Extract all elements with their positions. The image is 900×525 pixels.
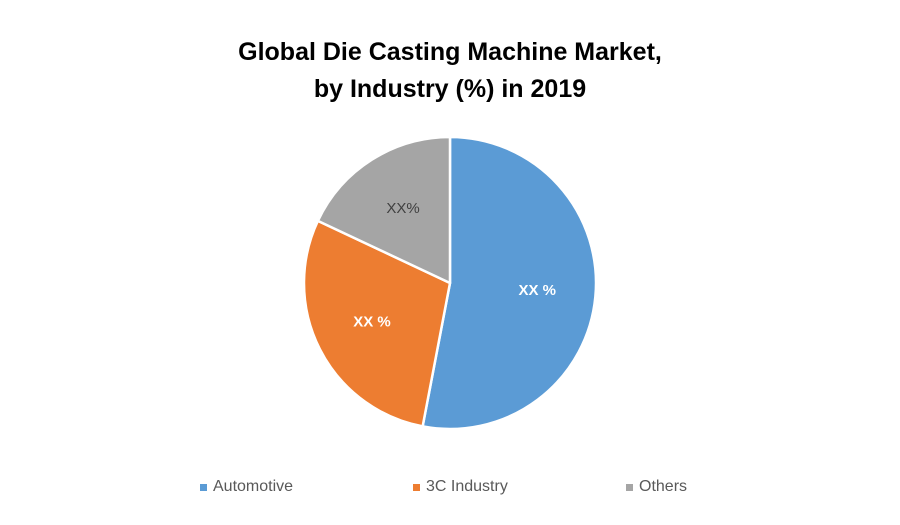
legend-label-3c-industry: 3C Industry xyxy=(426,478,508,495)
legend-item-others: Others xyxy=(626,478,687,496)
pie-slice-others xyxy=(316,135,452,285)
chart-title-line-1: Global Die Casting Machine Market, xyxy=(238,38,662,66)
data-label-automotive: XX % xyxy=(518,282,556,299)
legend: Automotive 3C Industry Others xyxy=(0,478,900,502)
legend-label-others: Others xyxy=(639,478,688,495)
data-label-3c-industry: XX % xyxy=(353,314,391,331)
chart-title-line-2: by Industry (%) in 2019 xyxy=(313,75,587,103)
legend-item-3c-industry: 3C Industry xyxy=(413,478,508,496)
legend-swatch-others xyxy=(626,483,633,491)
chart-title: Global Die Casting Machine Market, by In… xyxy=(0,34,900,108)
legend-swatch-automotive xyxy=(200,483,207,491)
legend-label-automotive: Automotive xyxy=(213,478,294,495)
pie-slice-automotive xyxy=(421,135,598,431)
legend-swatch-3c-industry xyxy=(413,483,420,491)
data-label-others: XX% xyxy=(386,200,419,217)
legend-item-automotive: Automotive xyxy=(200,478,293,496)
pie-slice-3c-industry xyxy=(302,219,452,428)
